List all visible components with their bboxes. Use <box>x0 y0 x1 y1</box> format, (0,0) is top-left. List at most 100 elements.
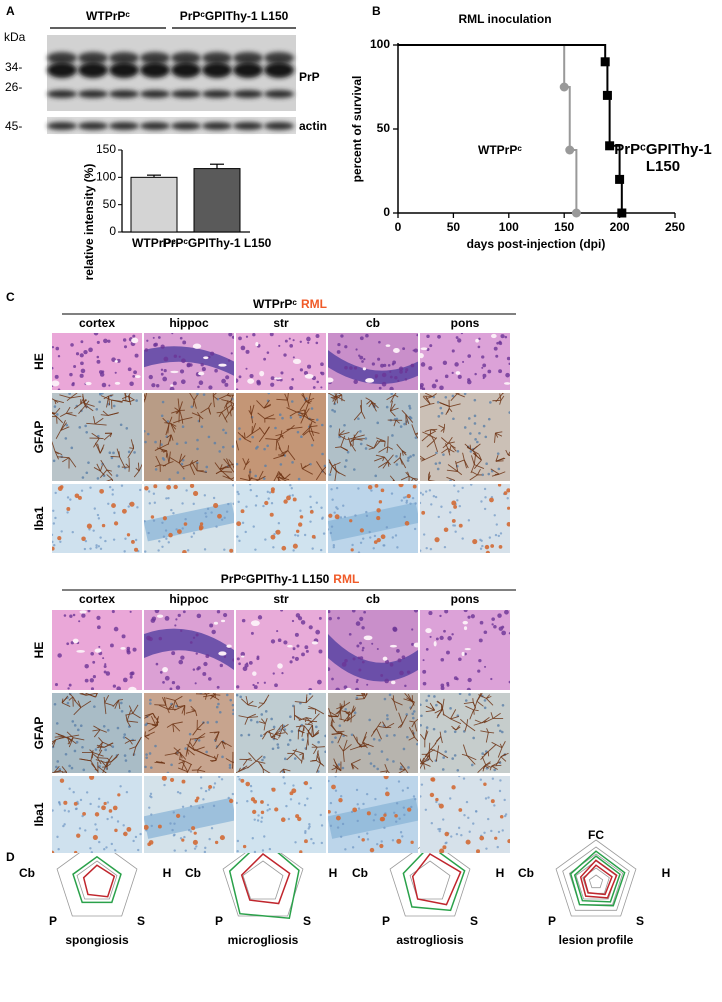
nucleus <box>466 687 471 690</box>
astrocyte-process <box>472 445 478 451</box>
nucleus <box>284 339 288 343</box>
nucleus <box>173 822 176 825</box>
astrocyte-process <box>215 731 220 743</box>
blot-band <box>78 52 108 64</box>
nucleus <box>444 841 447 845</box>
nucleus <box>172 834 176 837</box>
astrocyte-process <box>275 433 282 437</box>
nucleus <box>481 752 484 755</box>
nucleus <box>176 790 180 794</box>
astrocyte-process <box>96 463 101 472</box>
astrocyte-process <box>401 409 407 415</box>
nucleus <box>496 341 500 345</box>
nucleus <box>470 763 474 767</box>
astrocyte-process <box>426 396 433 400</box>
nucleus <box>212 786 216 789</box>
astrocyte-process <box>507 454 510 457</box>
micrograph <box>236 693 326 773</box>
column-label: pons <box>451 316 480 330</box>
astrocyte-process <box>308 705 316 710</box>
nucleus <box>299 415 302 419</box>
radar-series <box>402 844 466 912</box>
radar-grid <box>56 839 138 917</box>
nucleus <box>268 847 272 851</box>
nucleus <box>264 464 267 468</box>
nucleus <box>283 353 287 357</box>
astrocyte-process <box>181 419 184 424</box>
nucleus <box>249 484 252 486</box>
nucleus <box>132 647 137 652</box>
nucleus <box>504 610 509 615</box>
microglia <box>376 516 381 521</box>
nucleus <box>248 660 253 665</box>
microglia <box>379 817 385 822</box>
vacuole <box>94 648 102 653</box>
nucleus <box>231 703 234 707</box>
astrocyte-process <box>340 446 348 452</box>
astrocyte-process <box>106 755 113 764</box>
nucleus <box>225 693 229 697</box>
nucleus <box>420 501 422 505</box>
astrocyte-process <box>405 414 410 425</box>
astrocyte-process <box>54 400 57 405</box>
astrocyte-process <box>347 437 354 441</box>
nucleus <box>195 633 199 637</box>
nucleus <box>180 655 185 660</box>
vacuole <box>128 686 137 690</box>
astrocyte-process <box>73 707 82 716</box>
nucleus <box>400 765 403 769</box>
astrocyte-process <box>94 417 104 425</box>
nucleus <box>53 543 56 547</box>
astrocyte-process <box>408 727 415 738</box>
astrocyte-process <box>308 423 311 431</box>
micrograph-content <box>236 693 326 773</box>
astrocyte-process <box>281 450 289 457</box>
astrocyte-process <box>302 393 307 402</box>
nucleus <box>328 610 331 614</box>
nucleus <box>263 447 266 451</box>
astrocyte-process <box>250 404 255 415</box>
microglia <box>264 500 269 506</box>
astrocyte-process <box>491 741 503 749</box>
nucleus <box>260 713 264 716</box>
microglia <box>245 781 251 787</box>
nucleus <box>323 464 326 468</box>
nucleus <box>85 791 89 794</box>
nucleus <box>291 461 294 464</box>
nucleus <box>159 671 163 674</box>
nucleus <box>439 406 443 410</box>
astrocyte-process <box>180 753 187 760</box>
blot-band <box>47 90 77 98</box>
astrocyte-process <box>212 393 217 397</box>
nucleus <box>320 824 324 827</box>
astrocyte-process <box>221 740 232 748</box>
column-label: cb <box>366 316 380 330</box>
nucleus <box>374 813 377 816</box>
micrograph <box>420 484 510 553</box>
nucleus <box>84 539 88 543</box>
nucleus <box>478 337 481 341</box>
nucleus <box>332 544 336 547</box>
astrocyte-process <box>438 424 445 429</box>
astrocyte-process <box>193 400 197 409</box>
nucleus <box>238 662 241 666</box>
astrocyte-process <box>353 434 356 440</box>
nucleus <box>58 803 62 806</box>
nucleus <box>92 675 96 679</box>
astrocyte-process <box>212 693 216 696</box>
cell-layer <box>328 634 418 682</box>
nucleus <box>152 336 155 339</box>
nucleus <box>151 616 157 621</box>
nucleus <box>52 533 54 537</box>
nucleus <box>179 336 183 340</box>
microglia <box>59 485 64 489</box>
nucleus <box>262 756 266 759</box>
nucleus <box>385 787 388 790</box>
astrocyte-process <box>52 441 56 452</box>
nucleus <box>213 782 217 785</box>
radar-axis-label: H <box>329 866 338 880</box>
nucleus <box>349 366 353 370</box>
nucleus <box>288 337 291 340</box>
astrocyte-process <box>343 714 350 723</box>
nucleus <box>127 505 130 508</box>
